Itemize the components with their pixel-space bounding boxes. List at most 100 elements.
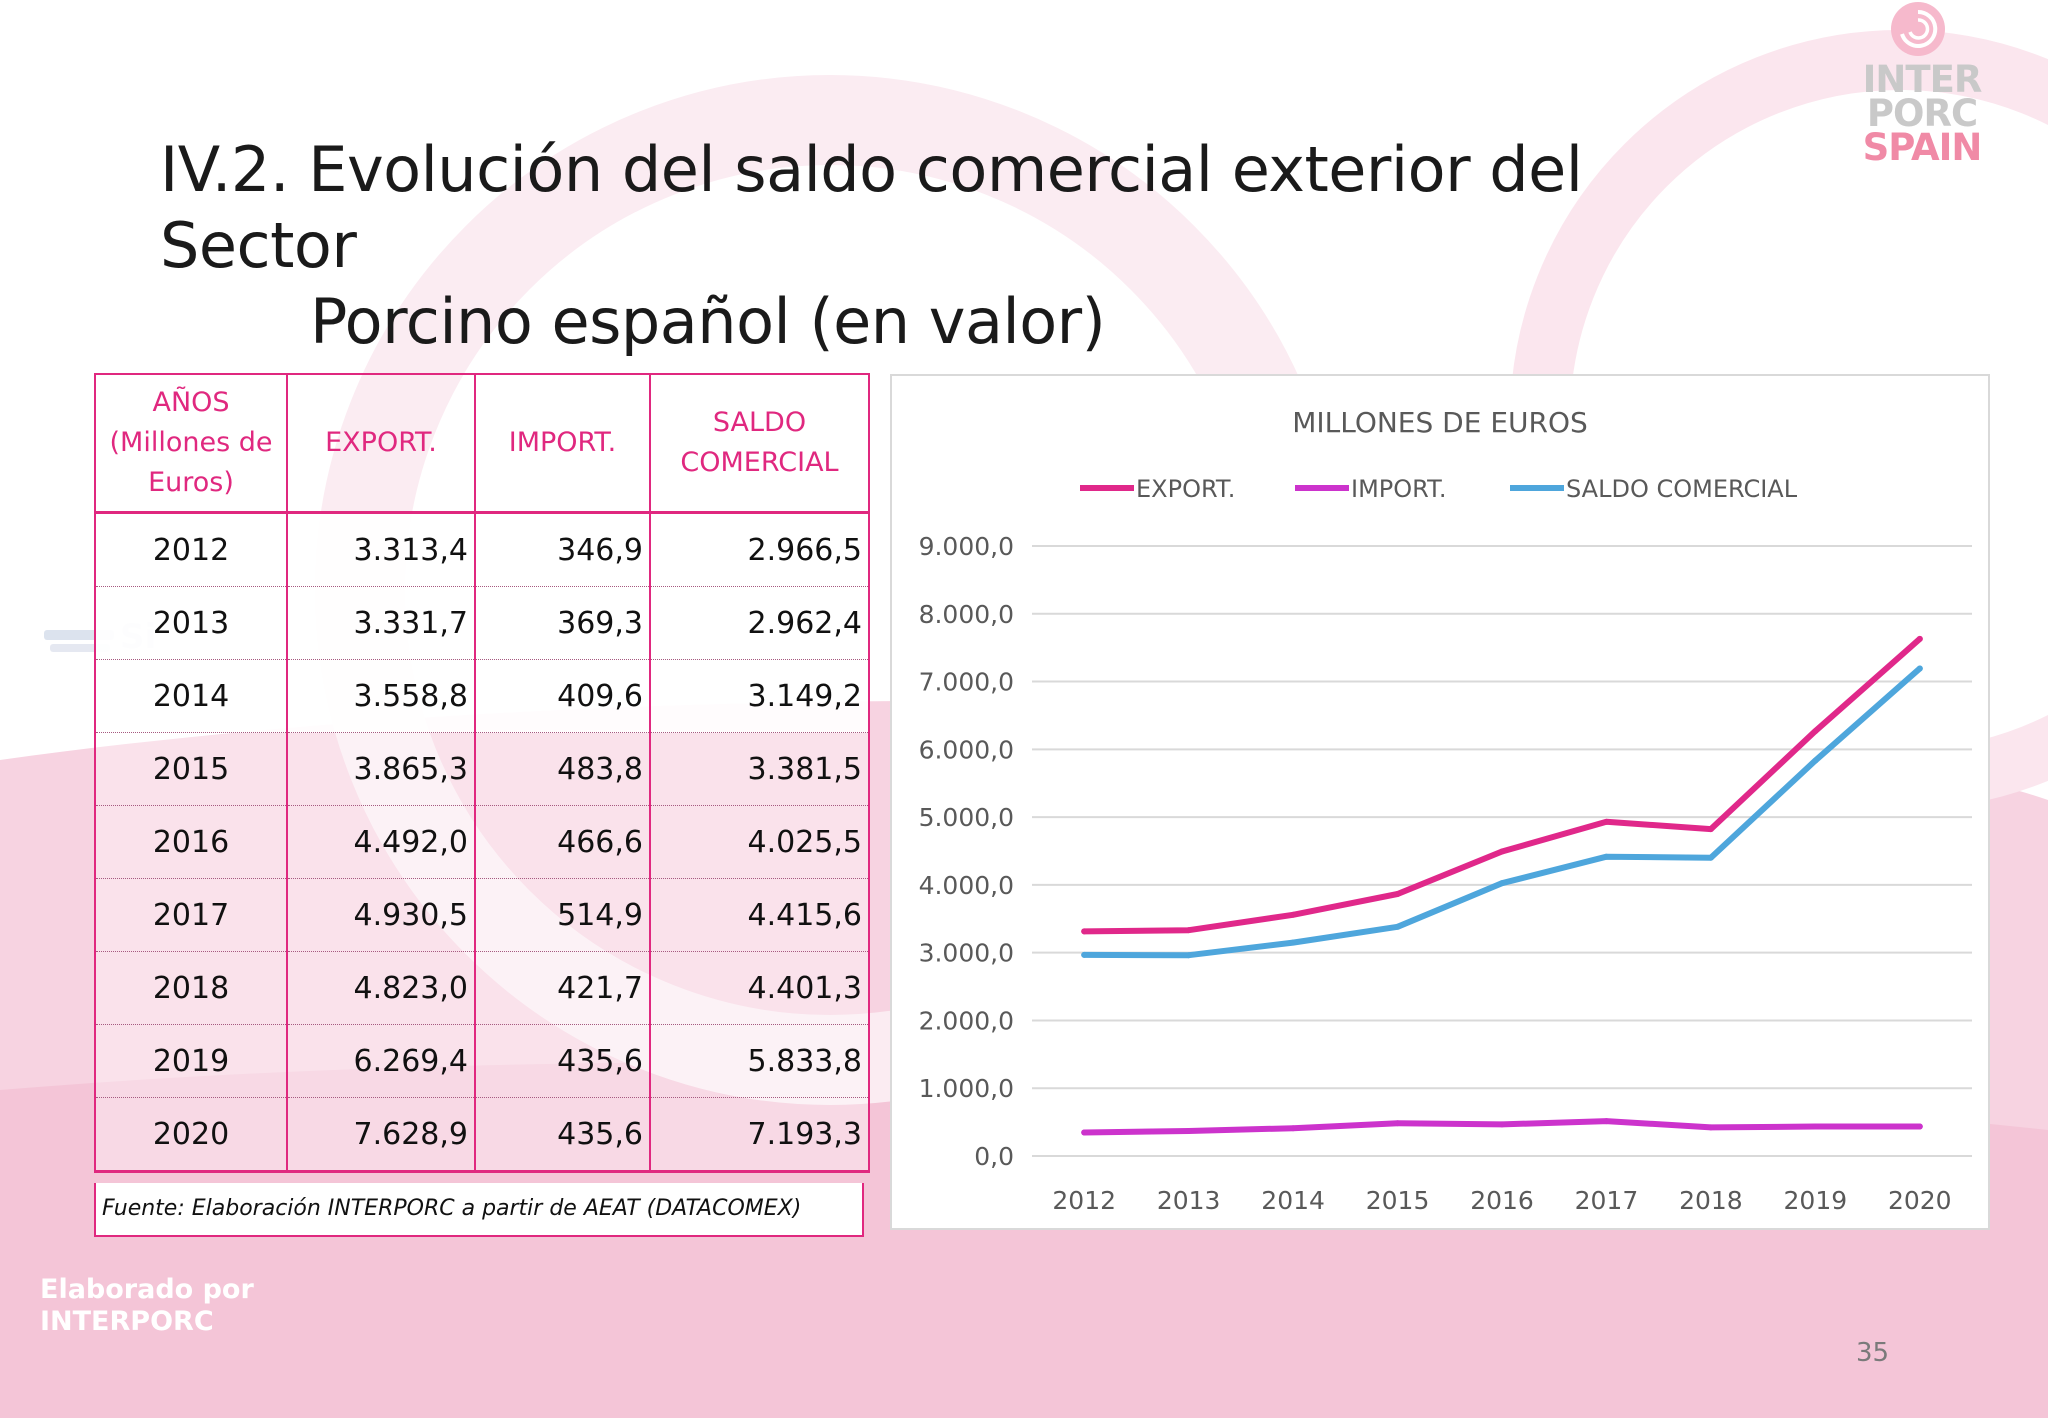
year-cell: 2012 (94, 512, 288, 587)
export-cell: 4.823,0 (286, 951, 476, 1025)
data-point (1499, 880, 1505, 887)
header-saldo-comercial: SALDO COMERCIAL (649, 373, 870, 514)
data-point (1394, 923, 1401, 930)
x-tick-label: 2012 (1052, 1186, 1116, 1215)
series-line (1081, 635, 1923, 935)
year-cell: 2020 (94, 1097, 288, 1173)
data-point (1081, 951, 1088, 958)
saldo-cell: 3.381,5 (649, 732, 870, 806)
import-cell: 435,6 (474, 1097, 651, 1173)
data-point (1812, 1123, 1819, 1130)
data-point (1081, 1129, 1088, 1136)
slide-title-line-1: IV.2. Evolución del saldo comercial exte… (160, 133, 1583, 282)
table-row: 2020 7.628,9 435,6 7.193,3 (94, 1097, 870, 1173)
y-tick-label: 0,0 (974, 1142, 1014, 1171)
header-import: IMPORT. (474, 373, 651, 514)
x-tick-label: 2017 (1575, 1186, 1639, 1215)
import-cell: 421,7 (474, 951, 651, 1025)
export-cell: 3.313,4 (286, 512, 476, 587)
table-row: 2014 3.558,8 409,6 3.149,2 (94, 659, 870, 733)
year-cell: 2017 (94, 878, 288, 952)
export-cell: 3.865,3 (286, 732, 476, 806)
import-cell: 466,6 (474, 805, 651, 879)
header-export: EXPORT. (286, 373, 476, 514)
data-point (1916, 1123, 1923, 1130)
page-number: 35 (1856, 1338, 1890, 1368)
table-row: 2015 3.865,3 483,8 3.381,5 (94, 732, 870, 806)
interporc-spain-logo: INTER PORC SPAIN (1852, 0, 1992, 175)
header-years: AÑOS (Millones de Euros) (94, 373, 288, 514)
slide-title-line-2: Porcino español (en valor) (310, 285, 1106, 358)
table-row: 2019 6.269,4 435,6 5.833,8 (94, 1024, 870, 1098)
legend-label: EXPORT. (1136, 475, 1235, 503)
year-cell: 2013 (94, 586, 288, 660)
slide-title: IV.2. Evolución del saldo comercial exte… (160, 132, 1780, 360)
import-cell: 483,8 (474, 732, 651, 806)
data-point (1394, 1120, 1401, 1127)
table-header-row: AÑOS (Millones de Euros) EXPORT. IMPORT.… (94, 373, 870, 514)
y-tick-label: 5.000,0 (919, 803, 1014, 832)
line-chart: MILLONES DE EUROS EXPORT. IMPORT. SALDO COM… (919, 406, 1972, 1215)
y-tick-label: 8.000,0 (919, 600, 1014, 629)
data-point (1185, 1127, 1192, 1134)
footer-credit: Elaborado por INTERPORC (40, 1274, 254, 1338)
y-tick-label: 1.000,0 (919, 1074, 1014, 1103)
data-point (1081, 928, 1088, 935)
credit-line-2: INTERPORC (40, 1306, 214, 1337)
data-point (1499, 1121, 1505, 1128)
data-point (1394, 891, 1401, 898)
table-row: 2013 3.331,7 369,3 2.962,4 (94, 586, 870, 660)
line-chart-panel: MILLONES DE EUROS EXPORT. IMPORT. SALDO COM… (890, 374, 1990, 1230)
table-row: 2018 4.823,0 421,7 4.401,3 (94, 951, 870, 1025)
table-row: 2012 3.313,4 346,9 2.966,5 (94, 512, 870, 587)
import-cell: 409,6 (474, 659, 651, 733)
x-tick-label: 2015 (1366, 1186, 1430, 1215)
y-tick-label: 6.000,0 (919, 735, 1014, 764)
data-point (1185, 952, 1192, 959)
x-tick-label: 2013 (1157, 1186, 1221, 1215)
y-tick-label: 2.000,0 (919, 1006, 1014, 1035)
data-point (1499, 848, 1505, 855)
data-point (1603, 853, 1610, 860)
year-cell: 2015 (94, 732, 288, 806)
year-cell: 2014 (94, 659, 288, 733)
data-point (1185, 927, 1192, 934)
logo-word-inter: INTER (1862, 58, 1983, 101)
saldo-cell: 3.149,2 (649, 659, 870, 733)
saldo-cell: 4.025,5 (649, 805, 870, 879)
export-cell: 3.558,8 (286, 659, 476, 733)
data-point (1916, 635, 1923, 642)
series-line (1081, 665, 1923, 959)
year-cell: 2019 (94, 1024, 288, 1098)
logo-word-spain: SPAIN (1862, 126, 1983, 169)
saldo-cell: 4.401,3 (649, 951, 870, 1025)
data-point (1812, 757, 1819, 764)
y-tick-label: 3.000,0 (919, 939, 1014, 968)
export-cell: 4.930,5 (286, 878, 476, 952)
import-cell: 346,9 (474, 512, 651, 587)
saldo-cell: 2.962,4 (649, 586, 870, 660)
legend-label: IMPORT. (1351, 475, 1447, 503)
data-table: AÑOS (Millones de Euros) EXPORT. IMPORT.… (94, 373, 870, 1173)
data-point (1290, 911, 1297, 918)
import-cell: 514,9 (474, 878, 651, 952)
table-row: 2016 4.492,0 466,6 4.025,5 (94, 805, 870, 879)
x-tick-label: 2016 (1470, 1186, 1534, 1215)
saldo-cell: 2.966,5 (649, 512, 870, 587)
saldo-cell: 4.415,6 (649, 878, 870, 952)
export-cell: 3.331,7 (286, 586, 476, 660)
chart-title: MILLONES DE EUROS (1292, 406, 1588, 439)
year-cell: 2018 (94, 951, 288, 1025)
data-point (1603, 1118, 1610, 1125)
data-point (1707, 854, 1714, 861)
data-point (1812, 728, 1819, 735)
data-point (1707, 826, 1714, 833)
saldo-cell: 5.833,8 (649, 1024, 870, 1098)
table-source-note: Fuente: Elaboración INTERPORC a partir d… (94, 1183, 864, 1237)
import-cell: 435,6 (474, 1024, 651, 1098)
data-point (1603, 818, 1610, 825)
legend-label: SALDO COMERCIAL (1566, 475, 1798, 503)
data-point (1290, 939, 1297, 946)
logo-word-porc: PORC (1866, 92, 1978, 135)
trade-balance-table: AÑOS (Millones de Euros) EXPORT. IMPORT.… (94, 373, 870, 1239)
